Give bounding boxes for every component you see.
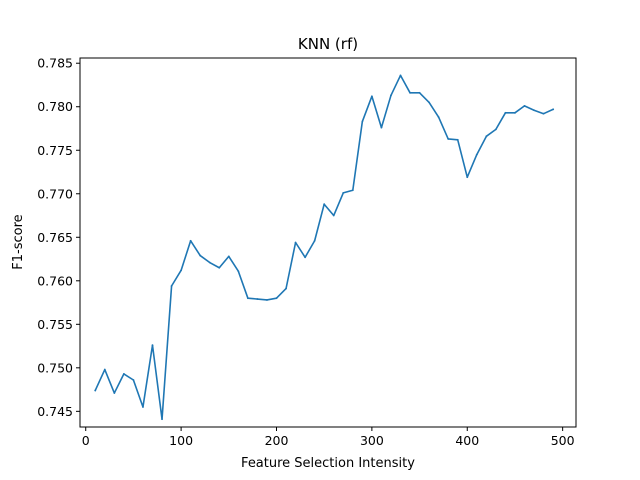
data-point (294, 241, 297, 244)
data-point (218, 266, 221, 269)
data-point (542, 112, 545, 115)
x-tick-label: 200 (265, 433, 289, 448)
data-point (323, 203, 326, 206)
data-point (122, 373, 125, 375)
data-point (380, 126, 383, 129)
data-point (189, 239, 192, 242)
chart-title: KNN (rf) (298, 35, 358, 53)
y-tick-label: 0.760 (37, 273, 73, 288)
data-point (180, 269, 183, 272)
data-point (361, 120, 364, 123)
data-point (370, 95, 373, 98)
data-point (399, 74, 402, 77)
data-point (285, 287, 287, 290)
data-point (418, 91, 421, 94)
data-point (94, 389, 97, 392)
data-point (456, 138, 459, 141)
y-tick-label: 0.745 (37, 404, 73, 419)
data-point (485, 135, 488, 138)
y-axis-label: F1-score (11, 214, 26, 269)
data-point (313, 239, 316, 242)
axis-ticks: 0 100 200 300 400 500 0.745 0.750 0.755 0.760 0.76… (37, 56, 574, 448)
y-tick-label: 0.785 (37, 56, 73, 71)
y-tick-label: 0.765 (37, 230, 73, 245)
data-point (494, 128, 497, 131)
x-axis-label: Feature Selection Intensity (241, 456, 415, 471)
data-point (552, 108, 555, 111)
y-tick-label: 0.750 (37, 360, 73, 375)
data-point (151, 344, 154, 347)
plot-area-frame (79, 57, 577, 428)
x-tick-label: 100 (169, 433, 193, 448)
y-tick-label: 0.755 (37, 317, 73, 332)
data-point (304, 256, 307, 259)
data-point (142, 406, 144, 408)
x-tick-label: 300 (360, 433, 384, 448)
data-point (275, 297, 278, 300)
x-tick-label: 0 (82, 433, 90, 448)
x-tick-label: 500 (551, 433, 575, 448)
data-point (437, 116, 440, 119)
data-point (170, 285, 173, 287)
data-point (227, 255, 230, 258)
y-tick-label: 0.780 (37, 99, 73, 114)
data-point (504, 111, 507, 114)
data-point (351, 189, 354, 192)
y-tick-label: 0.775 (37, 143, 73, 158)
data-point (514, 111, 516, 114)
data-point (523, 104, 526, 107)
data-point (390, 94, 392, 97)
data-point (103, 368, 106, 371)
data-point (161, 418, 163, 421)
data-point (342, 191, 345, 194)
data-point (132, 379, 135, 381)
data-point (246, 297, 249, 300)
data-point (266, 299, 268, 301)
data-point (447, 138, 450, 140)
x-tick-label: 400 (455, 433, 479, 448)
data-point (428, 101, 431, 104)
data-point (332, 214, 335, 217)
data-point (237, 270, 240, 273)
data-point (113, 392, 116, 394)
y-tick-label: 0.770 (37, 186, 73, 201)
data-point (199, 254, 202, 257)
data-point (475, 153, 478, 156)
data-point (466, 176, 469, 179)
plot-line-group (94, 74, 555, 421)
data-point (533, 109, 535, 112)
data-point (409, 91, 411, 94)
data-point (256, 298, 259, 300)
data-point (208, 261, 211, 264)
